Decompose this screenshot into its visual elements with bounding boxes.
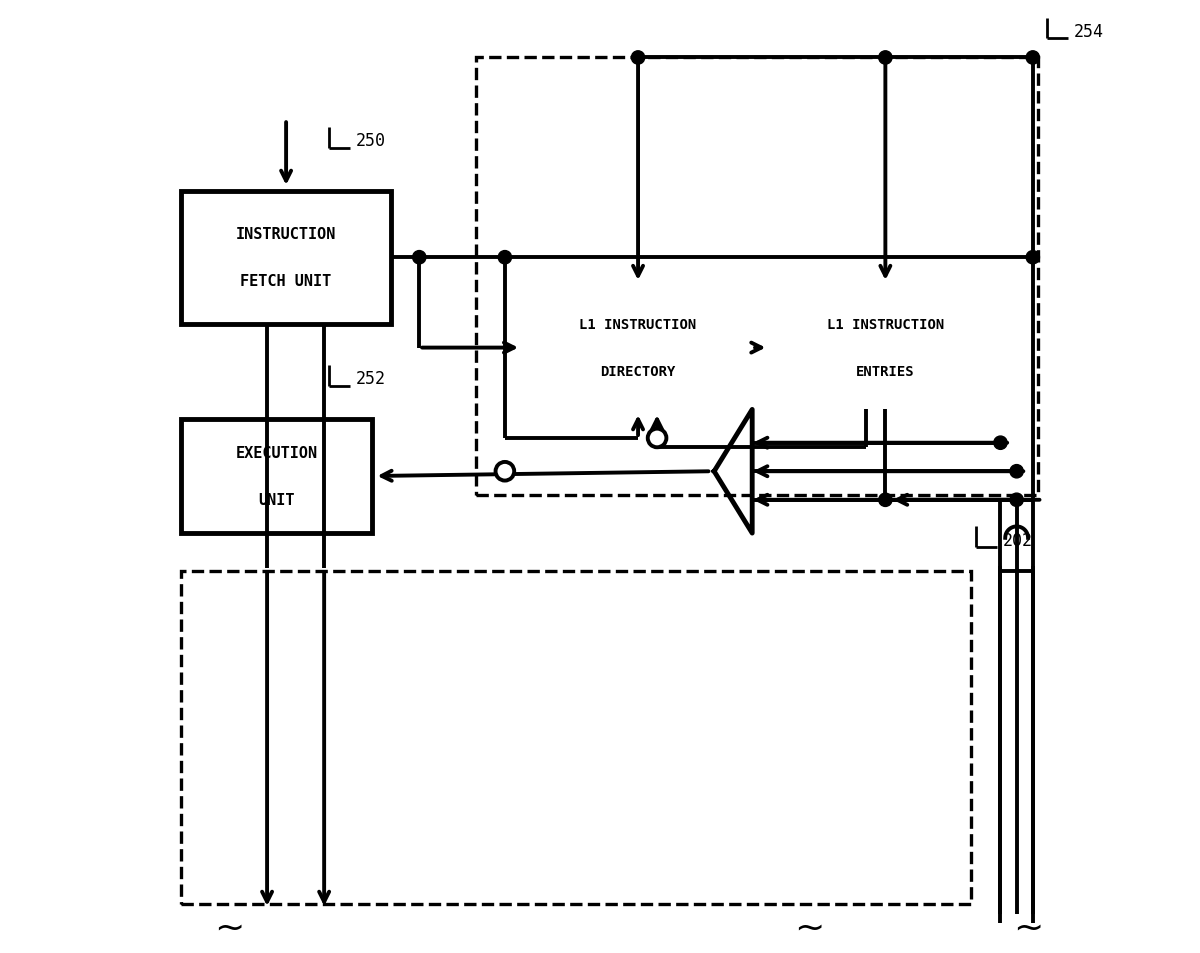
Text: EXECUTION: EXECUTION (235, 445, 318, 460)
Text: INSTRUCTION: INSTRUCTION (236, 227, 336, 242)
Text: FETCH UNIT: FETCH UNIT (240, 274, 331, 289)
FancyBboxPatch shape (181, 419, 372, 534)
Text: UNIT: UNIT (258, 493, 295, 508)
FancyBboxPatch shape (181, 572, 971, 904)
Circle shape (498, 252, 511, 265)
Circle shape (413, 252, 426, 265)
Text: 250: 250 (355, 132, 385, 150)
Text: L1 INSTRUCTION: L1 INSTRUCTION (580, 317, 697, 332)
Text: 202: 202 (1002, 531, 1032, 549)
Circle shape (1010, 494, 1024, 507)
Circle shape (1010, 465, 1024, 478)
Text: 252: 252 (355, 370, 385, 388)
Text: DIRECTORY: DIRECTORY (600, 365, 676, 379)
Text: ~: ~ (214, 911, 245, 944)
Text: ~: ~ (1013, 911, 1043, 944)
Circle shape (878, 51, 892, 65)
Circle shape (994, 436, 1007, 450)
Circle shape (1026, 252, 1039, 265)
FancyBboxPatch shape (772, 287, 1000, 410)
Circle shape (631, 51, 644, 65)
Text: L1 INSTRUCTION: L1 INSTRUCTION (827, 317, 944, 332)
FancyBboxPatch shape (181, 192, 391, 324)
Circle shape (648, 429, 666, 448)
Circle shape (1026, 51, 1039, 65)
Circle shape (878, 494, 892, 507)
FancyBboxPatch shape (524, 287, 752, 410)
Text: 254: 254 (1074, 23, 1104, 41)
Circle shape (496, 462, 514, 481)
Text: ~: ~ (794, 911, 824, 944)
Text: ENTRIES: ENTRIES (856, 365, 914, 379)
FancyBboxPatch shape (476, 58, 1038, 496)
